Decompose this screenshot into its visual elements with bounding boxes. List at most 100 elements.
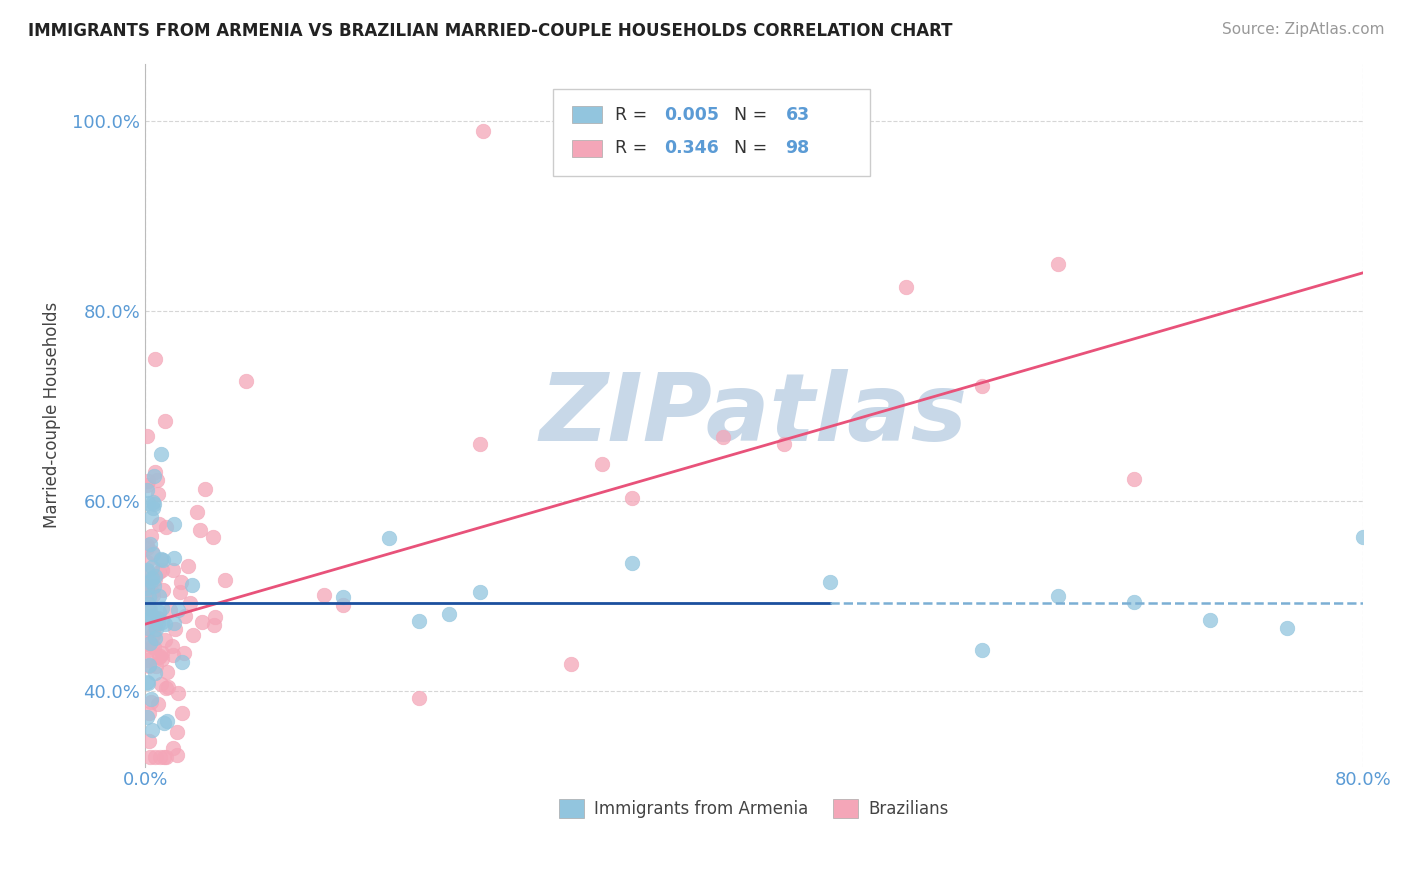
Point [139,750,162,764]
Point [177,559,200,574]
Point [150,563,173,577]
Point [148,565,170,579]
Point [1275,621,1298,635]
Point [170,575,193,590]
Point [188,523,211,537]
Point [163,616,186,631]
Point [141,609,163,624]
Point [180,578,202,592]
Point [141,639,163,653]
Point [135,625,157,640]
Point [142,469,165,483]
Text: R =: R = [614,105,652,124]
Point [408,691,430,706]
Point [202,618,225,632]
Point [148,649,170,664]
Point [138,590,160,604]
Point [135,653,157,667]
Point [214,574,236,588]
Point [142,580,165,594]
Point [136,429,159,443]
Point [439,607,461,622]
Point [135,541,157,556]
Point [1047,257,1070,271]
Point [150,615,173,629]
Point [1047,590,1070,604]
Text: N =: N = [734,139,773,157]
Point [150,601,173,615]
Point [194,482,217,496]
Legend: Immigrants from Armenia, Brazilians: Immigrants from Armenia, Brazilians [553,792,955,825]
Point [143,351,166,366]
Point [138,602,160,616]
Text: 63: 63 [786,105,810,124]
Point [135,597,157,611]
Text: 0.346: 0.346 [664,139,718,157]
Point [135,483,157,498]
Point [202,530,225,544]
Point [1199,613,1222,627]
Point [408,614,430,628]
Point [377,531,399,545]
Point [170,656,193,670]
Point [136,597,159,611]
Text: R =: R = [614,139,652,157]
Point [141,723,163,737]
Point [149,648,172,663]
Point [143,497,166,511]
Point [1123,595,1146,609]
Point [153,616,176,631]
Point [972,378,994,392]
Point [181,628,204,642]
Point [141,559,163,574]
Point [468,585,491,599]
Point [141,695,163,709]
Text: Source: ZipAtlas.com: Source: ZipAtlas.com [1222,22,1385,37]
Point [713,430,735,444]
Y-axis label: Married-couple Households: Married-couple Households [44,302,60,528]
Point [142,610,165,624]
Point [138,706,160,721]
Point [160,640,183,654]
Point [1123,472,1146,486]
Point [471,123,494,137]
Point [191,615,214,629]
Point [150,553,173,567]
Point [173,646,195,660]
Point [468,436,491,450]
Point [135,710,157,724]
Point [138,637,160,651]
Point [146,616,169,631]
Point [143,465,166,479]
Point [560,657,582,671]
Point [332,591,354,605]
Point [139,574,162,589]
Point [186,505,208,519]
Text: N =: N = [734,105,773,124]
Point [136,675,159,690]
Point [143,618,166,632]
Text: 98: 98 [786,139,810,157]
Point [166,724,188,739]
Point [142,627,165,641]
Point [166,603,188,617]
Point [142,627,165,641]
Point [165,622,187,636]
Point [136,580,159,594]
Point [155,681,177,695]
Point [162,740,184,755]
Point [166,748,188,763]
Point [155,632,177,647]
Point [139,635,162,649]
Point [156,714,179,729]
Point [163,516,186,531]
FancyBboxPatch shape [572,106,602,123]
Point [141,571,163,585]
Point [163,551,186,566]
Point [135,565,157,579]
Point [152,583,174,598]
Point [159,603,181,617]
Point [235,375,257,389]
Point [139,609,162,624]
Point [138,657,160,672]
